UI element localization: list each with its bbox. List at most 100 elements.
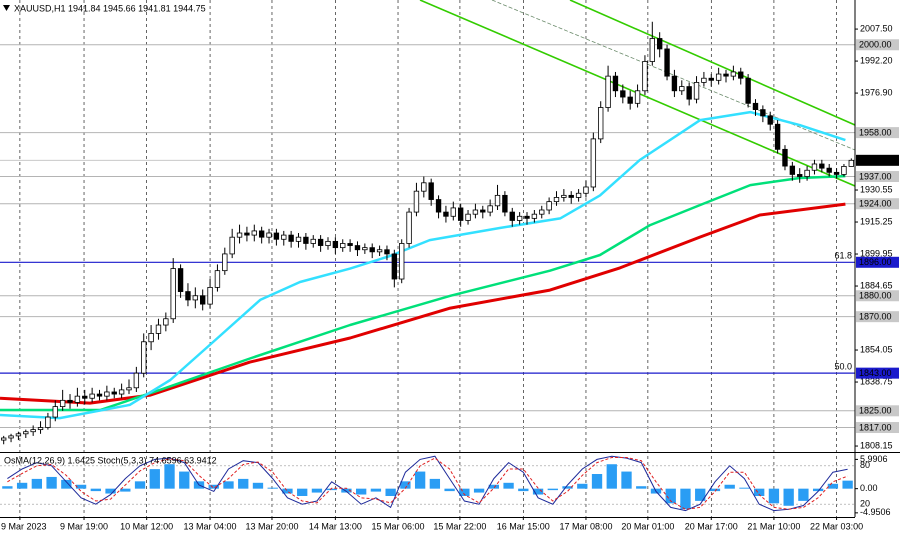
- osma-bar: [90, 488, 101, 492]
- candle-body: [222, 253, 228, 272]
- candle-body: [575, 192, 582, 198]
- candle-body: [738, 71, 744, 79]
- osma-bar: [842, 480, 853, 489]
- candle-body: [177, 268, 184, 292]
- fibo-label: 61.8: [834, 251, 852, 261]
- x-tick-label: 10 Mar 12:00: [120, 521, 173, 531]
- candle-body: [480, 209, 486, 213]
- level-label: 1937.00: [859, 171, 892, 181]
- candle-body: [649, 38, 655, 62]
- y-tick-label: 1915.25: [860, 216, 893, 226]
- x-tick-label: 15 Mar 06:00: [371, 521, 424, 531]
- symbol-icon: [3, 5, 10, 11]
- x-tick-label: 20 Mar 17:00: [685, 521, 738, 531]
- candle-body: [332, 240, 339, 249]
- candle-body: [82, 395, 88, 399]
- osma-bar: [252, 482, 264, 489]
- osma-tick-label: 5.9906: [860, 454, 888, 464]
- level-label: 2000.00: [859, 40, 892, 50]
- candle-body: [155, 324, 162, 334]
- osma-bar: [326, 488, 337, 491]
- osma-bar: [2, 486, 13, 489]
- candle-body: [67, 399, 73, 403]
- candle-body: [244, 232, 250, 236]
- candle-body: [465, 213, 471, 221]
- stoch-line: [7, 457, 848, 510]
- osma-bar: [282, 488, 293, 494]
- candle-body: [37, 427, 44, 431]
- level-label-box: [856, 367, 899, 379]
- candle-body: [413, 190, 420, 213]
- osma-bar: [179, 471, 190, 489]
- candle-body: [509, 211, 515, 221]
- level-label: 1896.00: [859, 257, 892, 267]
- x-tick-label: 16 Mar 15:00: [497, 521, 550, 531]
- candle-body: [96, 393, 103, 397]
- candle-body: [362, 247, 368, 251]
- x-tick-label: 13 Mar 04:00: [184, 521, 237, 531]
- candle-body: [679, 86, 685, 92]
- candle-body: [258, 230, 265, 238]
- osma-bar: [370, 488, 382, 492]
- osma-bar: [636, 486, 647, 489]
- osma-bar: [164, 464, 175, 489]
- osma-bar: [459, 488, 470, 496]
- osma-bar: [149, 469, 160, 489]
- level-label-box: [856, 127, 899, 139]
- candle-body: [23, 431, 29, 435]
- osma-bar: [400, 481, 411, 489]
- x-tick-label: 17 Mar 08:00: [559, 521, 612, 531]
- candle-body: [126, 387, 132, 391]
- candle-body: [8, 435, 14, 439]
- candle-body: [612, 75, 619, 92]
- level-label-box: [856, 422, 899, 434]
- axes: 9 Mar 2023 9 Mar 19:00 10 Mar 12:00 13 Mar …: [1, 23, 899, 531]
- osma-bar: [16, 482, 28, 489]
- moving-average: [0, 110, 846, 420]
- level-label: 1958.00: [859, 127, 892, 137]
- osma-bar: [46, 476, 57, 489]
- moving-average: [0, 174, 846, 412]
- candle-body: [598, 107, 604, 140]
- candle-body: [516, 215, 523, 221]
- osma-bar: [297, 488, 308, 496]
- candle-body: [553, 197, 560, 203]
- candle-body: [317, 238, 324, 246]
- osma-bar: [621, 471, 632, 489]
- candle-body: [74, 395, 81, 403]
- osma-bar: [61, 479, 72, 489]
- osma-bar: [606, 464, 617, 489]
- candle-body: [185, 291, 191, 301]
- osma-bar: [31, 478, 43, 489]
- osma-bar: [783, 488, 794, 506]
- osma-bar: [473, 488, 485, 493]
- level-label: 1817.00: [859, 422, 892, 432]
- candle-body: [369, 247, 375, 253]
- candle-body: [472, 209, 479, 215]
- x-tick-label: 13 Mar 20:00: [245, 521, 298, 531]
- candle-body: [207, 286, 213, 305]
- candle-body: [767, 115, 773, 125]
- levels: 61.8 50.0: [0, 44, 855, 429]
- osma-bar: [665, 488, 676, 504]
- candle-body: [406, 211, 412, 244]
- candle-body: [236, 232, 243, 238]
- candle-body: [450, 207, 456, 217]
- candle-body: [15, 433, 22, 437]
- candle-body: [111, 391, 117, 395]
- osma-bar: [385, 488, 396, 496]
- candle-body: [671, 75, 678, 92]
- candle-body: [163, 318, 169, 326]
- level-label-box: [856, 39, 899, 51]
- osma-bar: [709, 488, 721, 492]
- candle-body: [583, 186, 589, 194]
- stoch-tick-label: 80: [860, 460, 870, 470]
- osma-bar: [238, 478, 249, 489]
- osma-bar: [356, 488, 367, 495]
- candle-body: [656, 38, 663, 50]
- candle-body: [303, 236, 309, 244]
- candle-body: [428, 182, 434, 200]
- candle-body: [664, 48, 670, 77]
- level-label-box: [856, 256, 899, 268]
